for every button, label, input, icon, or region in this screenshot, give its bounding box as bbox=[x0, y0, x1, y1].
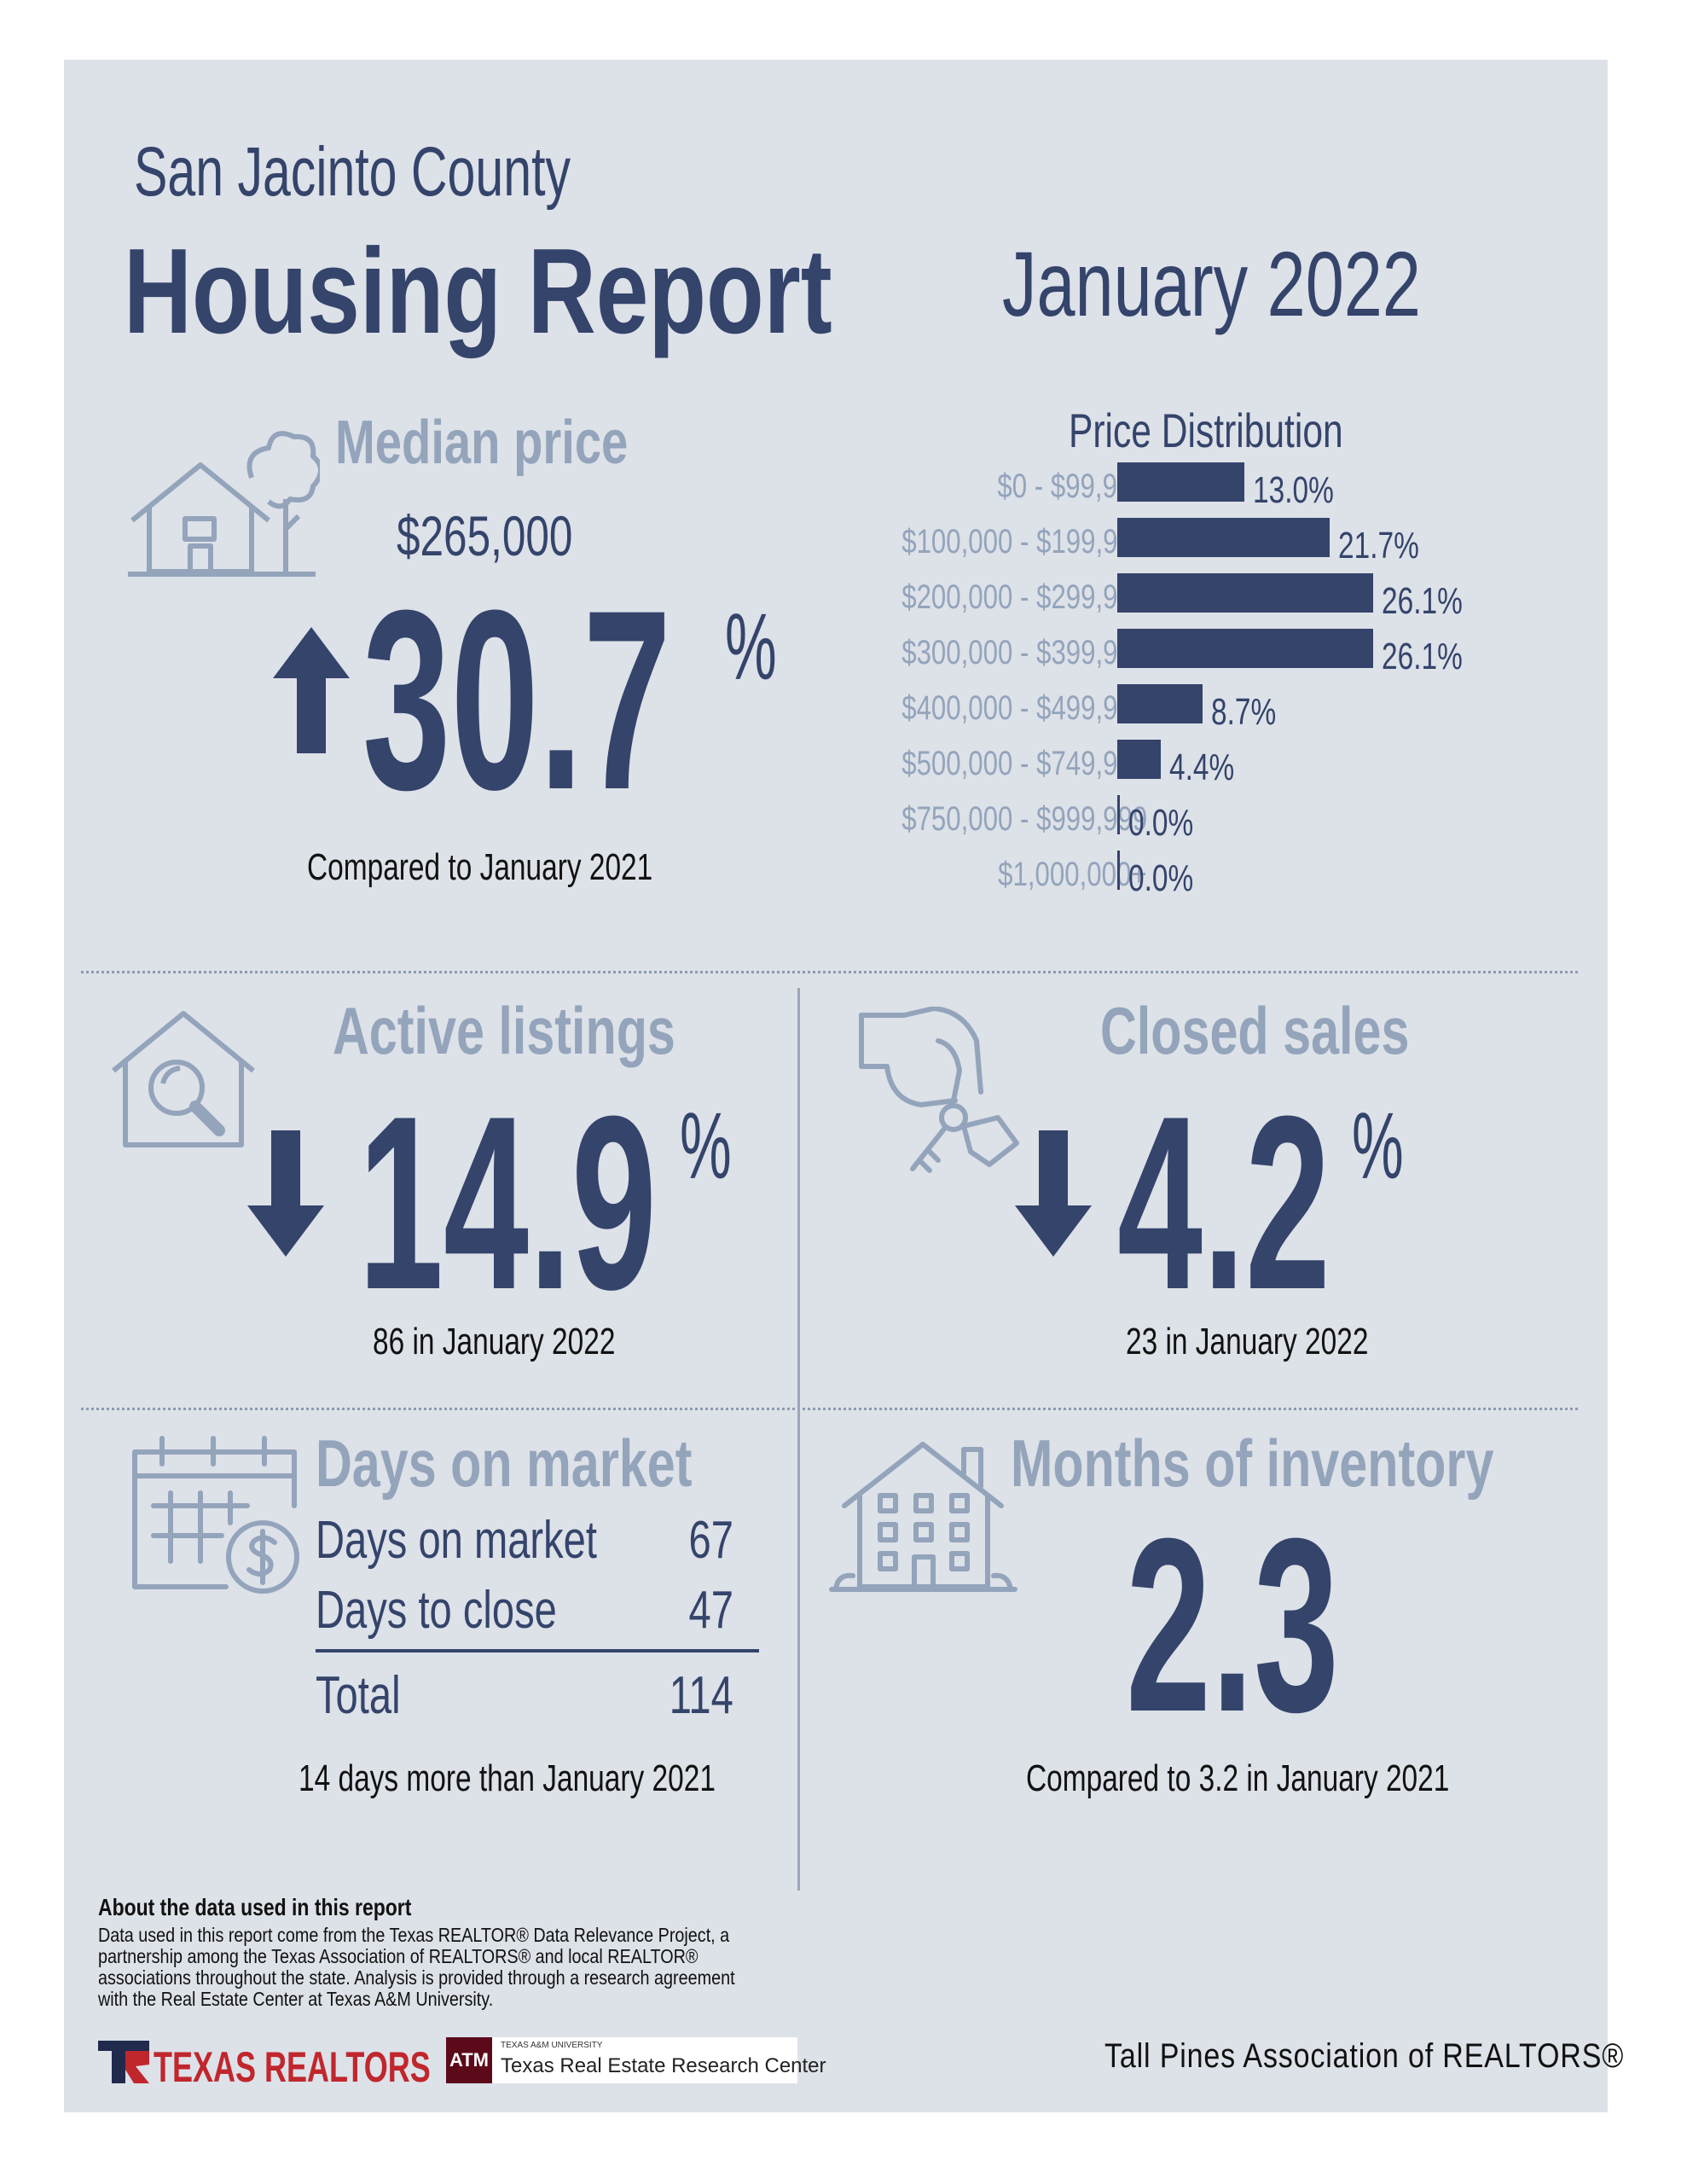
arrow-down-icon bbox=[1015, 1130, 1092, 1257]
price-bucket-bar bbox=[1117, 462, 1244, 502]
house-tree-icon bbox=[128, 431, 320, 577]
closed-sales-change: 4.2 bbox=[1117, 1065, 1330, 1341]
price-bucket-label: $300,000 - $399,999 bbox=[901, 634, 1147, 671]
days-on-market-label: Days on market bbox=[316, 1426, 693, 1501]
arrow-down-icon bbox=[247, 1130, 324, 1257]
dom-value: 47 bbox=[688, 1581, 733, 1640]
dom-total-key: Total bbox=[316, 1666, 401, 1725]
price-bucket-row: $300,000 - $399,999 26.1% bbox=[64, 629, 1608, 677]
active-listings-label: Active listings bbox=[333, 993, 675, 1068]
texas-realtors-wordmark: TEXAS REALTORS bbox=[154, 2043, 431, 2091]
price-bucket-bar bbox=[1117, 629, 1373, 668]
price-bucket-row: $1,000,000+ 0.0% bbox=[64, 851, 1608, 899]
report-title: Housing Report bbox=[124, 224, 832, 359]
price-bucket-label: $400,000 - $499,999 bbox=[901, 689, 1147, 727]
median-change-pct: % bbox=[725, 595, 777, 700]
price-bucket-row: $100,000 - $199,999 21.7% bbox=[64, 518, 1608, 566]
price-distribution-title: Price Distribution bbox=[1069, 404, 1343, 457]
price-bucket-bar bbox=[1117, 518, 1330, 557]
price-bucket-label: $500,000 - $749,999 bbox=[901, 745, 1147, 782]
price-bucket-label: $1,000,000+ bbox=[998, 856, 1147, 893]
price-bucket-row: $750,000 - $999,999 0.0% bbox=[64, 795, 1608, 844]
texas-realtors-logo-icon bbox=[98, 2041, 149, 2083]
dom-total-value: 114 bbox=[669, 1666, 733, 1725]
active-listings-pct: % bbox=[680, 1094, 732, 1199]
price-bucket-bar bbox=[1117, 740, 1161, 779]
association-name: Tall Pines Association of REALTORS® bbox=[1104, 2037, 1625, 2075]
price-bucket-pct: 26.1% bbox=[1382, 636, 1463, 677]
months-inventory-value: 2.3 bbox=[1126, 1487, 1339, 1763]
dom-row-days-to-close: Days to close 47 bbox=[316, 1580, 733, 1640]
about-data-title: About the data used in this report bbox=[98, 1894, 412, 1920]
months-inventory-caption: Compared to 3.2 in January 2021 bbox=[1026, 1757, 1450, 1799]
price-bucket-pct: 21.7% bbox=[1338, 525, 1419, 566]
dom-row-days-on-market: Days on market 67 bbox=[316, 1510, 733, 1570]
price-bucket-row: $500,000 - $749,999 4.4% bbox=[64, 740, 1608, 788]
price-bucket-pct: 26.1% bbox=[1382, 580, 1463, 622]
price-bucket-row: $400,000 - $499,999 8.7% bbox=[64, 684, 1608, 733]
days-on-market-caption: 14 days more than January 2021 bbox=[299, 1757, 716, 1799]
price-bucket-pct: 8.7% bbox=[1211, 691, 1277, 733]
median-caption: Compared to January 2021 bbox=[307, 846, 653, 888]
price-bucket-pct: 0.0% bbox=[1128, 802, 1194, 844]
dom-row-total: Total 114 bbox=[316, 1665, 733, 1725]
median-price-label: Median price bbox=[335, 409, 629, 477]
median-price-value: $265,000 bbox=[397, 504, 573, 567]
about-data-body: Data used in this report come from the T… bbox=[98, 1924, 735, 2010]
tamu-logo-icon: ATM bbox=[446, 2037, 492, 2083]
median-change-value: 30.7 bbox=[362, 556, 672, 843]
price-bucket-bar bbox=[1117, 684, 1203, 723]
price-bucket-pct: 13.0% bbox=[1253, 469, 1334, 511]
house-search-icon bbox=[112, 1011, 255, 1147]
divider-middle bbox=[81, 1408, 1578, 1410]
price-bucket-label: $750,000 - $999,999 bbox=[901, 800, 1147, 838]
price-bucket-bar bbox=[1117, 851, 1120, 890]
report-period: January 2022 bbox=[1002, 232, 1421, 335]
hand-keys-icon bbox=[859, 1007, 1019, 1173]
closed-sales-caption: 23 in January 2022 bbox=[1126, 1321, 1369, 1362]
price-bucket-bar bbox=[1117, 795, 1120, 834]
price-bucket-row: $0 - $99,999 13.0% bbox=[64, 462, 1608, 511]
tamu-center-label: Texas Real Estate Research Center bbox=[501, 2054, 826, 2077]
report-sheet: San Jacinto County Housing Report Januar… bbox=[64, 60, 1623, 2112]
price-bucket-bar bbox=[1117, 573, 1373, 613]
price-bucket-label: $100,000 - $199,999 bbox=[901, 523, 1147, 561]
apartment-building-icon bbox=[829, 1442, 1017, 1592]
price-bucket-pct: 0.0% bbox=[1128, 857, 1194, 899]
dom-total-rule bbox=[316, 1649, 759, 1653]
tamu-university-label: TEXAS A&M UNIVERSITY bbox=[501, 2041, 603, 2050]
active-listings-change: 14.9 bbox=[358, 1065, 657, 1341]
price-bucket-row: $200,000 - $299,999 26.1% bbox=[64, 573, 1608, 622]
active-listings-caption: 86 in January 2022 bbox=[373, 1321, 616, 1362]
divider-vertical bbox=[797, 988, 800, 1891]
calendar-dollar-icon bbox=[132, 1436, 299, 1594]
months-inventory-label: Months of inventory bbox=[1011, 1426, 1494, 1501]
closed-sales-label: Closed sales bbox=[1100, 993, 1410, 1068]
tamu-logo-box bbox=[446, 2037, 797, 2083]
dom-key: Days on market bbox=[316, 1511, 597, 1570]
dom-value: 67 bbox=[688, 1511, 733, 1570]
price-bucket-label: $200,000 - $299,999 bbox=[901, 578, 1147, 616]
arrow-up-icon bbox=[273, 627, 350, 753]
dom-key: Days to close bbox=[316, 1581, 557, 1640]
county-name: San Jacinto County bbox=[134, 133, 571, 211]
closed-sales-pct: % bbox=[1352, 1094, 1404, 1199]
price-bucket-pct: 4.4% bbox=[1169, 746, 1235, 788]
divider-top bbox=[81, 971, 1578, 973]
